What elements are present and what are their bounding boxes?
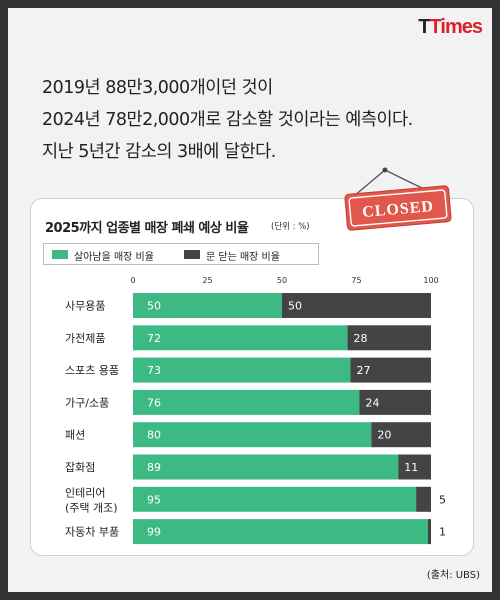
chart-unit: (단위 : %) [271, 222, 310, 232]
category-label: 사무용품 [65, 300, 105, 313]
x-tick-label: 50 [277, 276, 287, 285]
closed-sign-icon: CLOSED [344, 167, 452, 231]
data-label-survive: 80 [147, 429, 161, 442]
intro-line-2: 2024년 78만2,000개로 감소할 것이라는 예측이다. [42, 110, 413, 130]
bar-survive [133, 519, 429, 545]
intro-text: 2019년 88만3,000개이던 것이 2024년 78만2,000개로 감소… [42, 72, 482, 168]
data-label-close: 27 [357, 364, 371, 377]
bar-close [347, 325, 431, 351]
data-label-close: 1 [439, 526, 446, 539]
bar-survive [133, 293, 282, 318]
data-label-survive: 99 [147, 526, 161, 539]
data-label-survive: 95 [147, 493, 161, 506]
intro-line-3: 지난 5년간 감소의 3배에 달한다. [42, 142, 276, 162]
bar-close [282, 293, 431, 318]
data-label-survive: 73 [147, 364, 161, 377]
bar-survive [133, 454, 399, 480]
bar-survive [133, 422, 372, 448]
legend-label-close: 문 닫는 매장 비율 [206, 252, 280, 263]
category-label: 가전제품 [65, 332, 105, 345]
bar-survive [133, 325, 348, 351]
category-label: 인테리어 [65, 486, 105, 499]
ttimes-logo: TTimes [418, 16, 483, 38]
data-label-survive: 76 [147, 396, 161, 409]
bar-survive [133, 389, 360, 415]
category-label: 가구/소품 [65, 396, 109, 409]
category-label: 패션 [65, 429, 85, 442]
bar-close [350, 357, 431, 383]
intro-line-1: 2019년 88만3,000개이던 것이 [42, 78, 273, 98]
data-label-survive: 89 [147, 461, 161, 474]
closed-sign-text: CLOSED [362, 198, 435, 221]
bar-close [428, 519, 431, 545]
category-label: 자동차 부품 [65, 526, 119, 539]
legend-swatch-survive [52, 250, 68, 259]
chart-legend: 살아남을 매장 비율 문 닫는 매장 비율 [43, 243, 319, 265]
data-label-close: 20 [377, 429, 391, 442]
bar-close [398, 454, 431, 480]
infographic-page: TTimes 2019년 88만3,000개이던 것이 2024년 78만2,0… [8, 8, 492, 592]
legend-swatch-close [184, 250, 200, 259]
bar-close [371, 422, 431, 448]
bar-close [416, 486, 431, 512]
data-label-close: 5 [439, 493, 446, 506]
bar-chart: 0 25 50 75 100 사무용품 50 50 가전제품 72 28 스포츠 용품 73 27 가구/소… [65, 276, 446, 545]
bar-survive [133, 357, 351, 383]
chart-title: 2025까지 업종별 매장 폐쇄 예상 비율 [45, 221, 249, 236]
data-label-close: 50 [288, 300, 302, 313]
data-label-close: 24 [365, 396, 379, 409]
category-label: 스포츠 용품 [65, 364, 119, 377]
x-tick-label: 75 [351, 276, 361, 285]
category-label: 잡화점 [65, 461, 95, 474]
legend-label-survive: 살아남을 매장 비율 [74, 252, 154, 263]
x-tick-label: 0 [130, 276, 135, 285]
data-label-close: 28 [354, 332, 368, 345]
x-tick-label: 100 [423, 276, 438, 285]
x-tick-label: 25 [202, 276, 212, 285]
data-label-survive: 50 [147, 300, 161, 313]
bar-close [359, 389, 431, 415]
source-note: (출처: UBS) [426, 570, 480, 581]
bar-survive [133, 486, 417, 512]
chart-card: 2025까지 업종별 매장 폐쇄 예상 비율 (단위 : %) 살아남을 매장 … [30, 198, 474, 556]
data-label-close: 11 [404, 461, 418, 474]
data-label-survive: 72 [147, 332, 161, 345]
category-label: (주택 개조) [65, 501, 118, 514]
